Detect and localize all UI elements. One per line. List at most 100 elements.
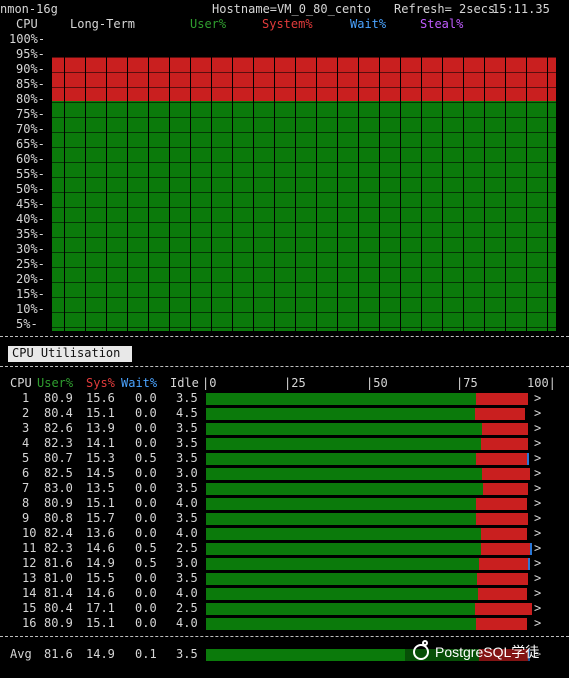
cpu-id: 6 — [22, 466, 30, 480]
cpu-idle: 3.5 — [176, 391, 198, 405]
cpu-user: 80.4 — [44, 601, 73, 615]
lt-bar — [85, 43, 90, 331]
lt-bar — [434, 43, 439, 331]
lt-bar-user — [497, 100, 502, 331]
cpu-id: 5 — [22, 451, 30, 465]
cpu-tail: > — [534, 586, 542, 600]
lt-bar — [123, 43, 128, 331]
lt-bar-user — [329, 100, 334, 331]
cpu-bar-sys — [476, 573, 529, 585]
cpu-idle: 3.0 — [176, 466, 198, 480]
lt-bar — [106, 43, 111, 331]
lt-bar-user — [245, 100, 250, 331]
lt-bar — [409, 43, 413, 331]
lt-bar-user — [127, 100, 132, 331]
cpu-wait: 0.0 — [135, 571, 157, 585]
lt-bar — [396, 43, 401, 331]
lt-bar-user — [543, 100, 548, 331]
lt-bar-system — [308, 57, 313, 101]
lt-bar-user — [236, 100, 241, 331]
lt-bar-user — [379, 100, 384, 331]
lt-bar — [547, 43, 552, 331]
lt-bar-system — [64, 57, 69, 101]
y-tick: 80%- — [16, 92, 45, 106]
lt-bar-user — [283, 100, 287, 331]
lt-bar-user — [249, 100, 254, 331]
cpu-sys: 15.1 — [86, 406, 115, 420]
time: 15:11.35 — [492, 2, 550, 16]
lt-bar — [417, 43, 422, 331]
cpu-sys: 15.1 — [86, 616, 115, 630]
lt-bar — [165, 43, 170, 331]
cpu-bar-sys — [476, 393, 529, 405]
lt-bar — [157, 43, 161, 331]
cpu-bar-wait — [528, 558, 531, 570]
lt-bar-user — [52, 100, 56, 331]
lt-bar — [89, 43, 94, 331]
lt-bar-system — [127, 57, 132, 101]
lt-bar-user — [287, 100, 292, 331]
lt-bar-system — [144, 57, 149, 101]
lt-bar-system — [56, 57, 61, 101]
lt-gridline — [52, 222, 556, 223]
lt-bar — [362, 43, 367, 331]
lt-bar — [232, 43, 237, 331]
lt-bar-system — [73, 57, 77, 101]
cpu-user: 80.8 — [44, 511, 73, 525]
lt-bar — [325, 43, 329, 331]
lt-bar-system — [425, 57, 430, 101]
cpu-user: 80.7 — [44, 451, 73, 465]
lt-bar-system — [161, 57, 166, 101]
lt-bar-system — [228, 57, 233, 101]
col-user: User% — [37, 376, 74, 390]
tab-cpu-utilisation[interactable]: CPU Utilisation — [8, 346, 132, 362]
cpu-wait: 0.0 — [135, 406, 157, 420]
cpu-wait: 0.0 — [135, 421, 157, 435]
lt-bar-system — [169, 57, 174, 101]
lt-bar-user — [472, 100, 476, 331]
col-wait: Wait% — [121, 376, 158, 390]
lt-bar-user — [425, 100, 430, 331]
lt-gridline — [52, 297, 556, 298]
lt-bar — [98, 43, 103, 331]
cpu-id: 15 — [22, 601, 37, 615]
lt-bar-user — [161, 100, 166, 331]
lt-bar-user — [539, 100, 544, 331]
cpu-id: 12 — [22, 556, 37, 570]
lt-bar-system — [81, 57, 86, 101]
lt-bar-system — [270, 57, 275, 101]
lt-bar — [514, 43, 518, 331]
lt-bar-system — [320, 57, 325, 101]
lt-bar-system — [215, 57, 220, 101]
lt-gridline — [52, 72, 556, 73]
cpu-tail: > — [534, 466, 542, 480]
cpu-wait: 0.5 — [135, 451, 157, 465]
cpu-sys: 14.1 — [86, 436, 115, 450]
lt-bar — [262, 43, 266, 331]
lt-bar-system — [262, 57, 266, 101]
cpu-sys: 13.9 — [86, 421, 115, 435]
lt-bar-user — [400, 100, 405, 331]
lt-bar — [551, 43, 556, 331]
lt-bar-user — [68, 100, 73, 331]
lt-bar-user — [106, 100, 111, 331]
lt-bar-user — [186, 100, 191, 331]
lt-bar — [493, 43, 497, 331]
lt-bar-system — [455, 57, 460, 101]
cpu-wait: 0.5 — [135, 541, 157, 555]
cpu-bar-sys — [478, 558, 529, 570]
y-tick: 50%- — [16, 182, 45, 196]
cpu-wait: 0.0 — [135, 586, 157, 600]
cpu-sys: 14.5 — [86, 466, 115, 480]
lt-bar-system — [110, 57, 115, 101]
lt-bar-user — [375, 100, 380, 331]
lt-bar-system — [375, 57, 380, 101]
lt-bar-user — [413, 100, 418, 331]
lt-bar-system — [484, 57, 489, 101]
lt-bar — [316, 43, 321, 331]
lt-bar-system — [190, 57, 195, 101]
cpu-bar-user — [206, 558, 479, 570]
lt-bar — [430, 43, 434, 331]
lt-bar-system — [85, 57, 90, 101]
lt-bar-user — [220, 100, 224, 331]
